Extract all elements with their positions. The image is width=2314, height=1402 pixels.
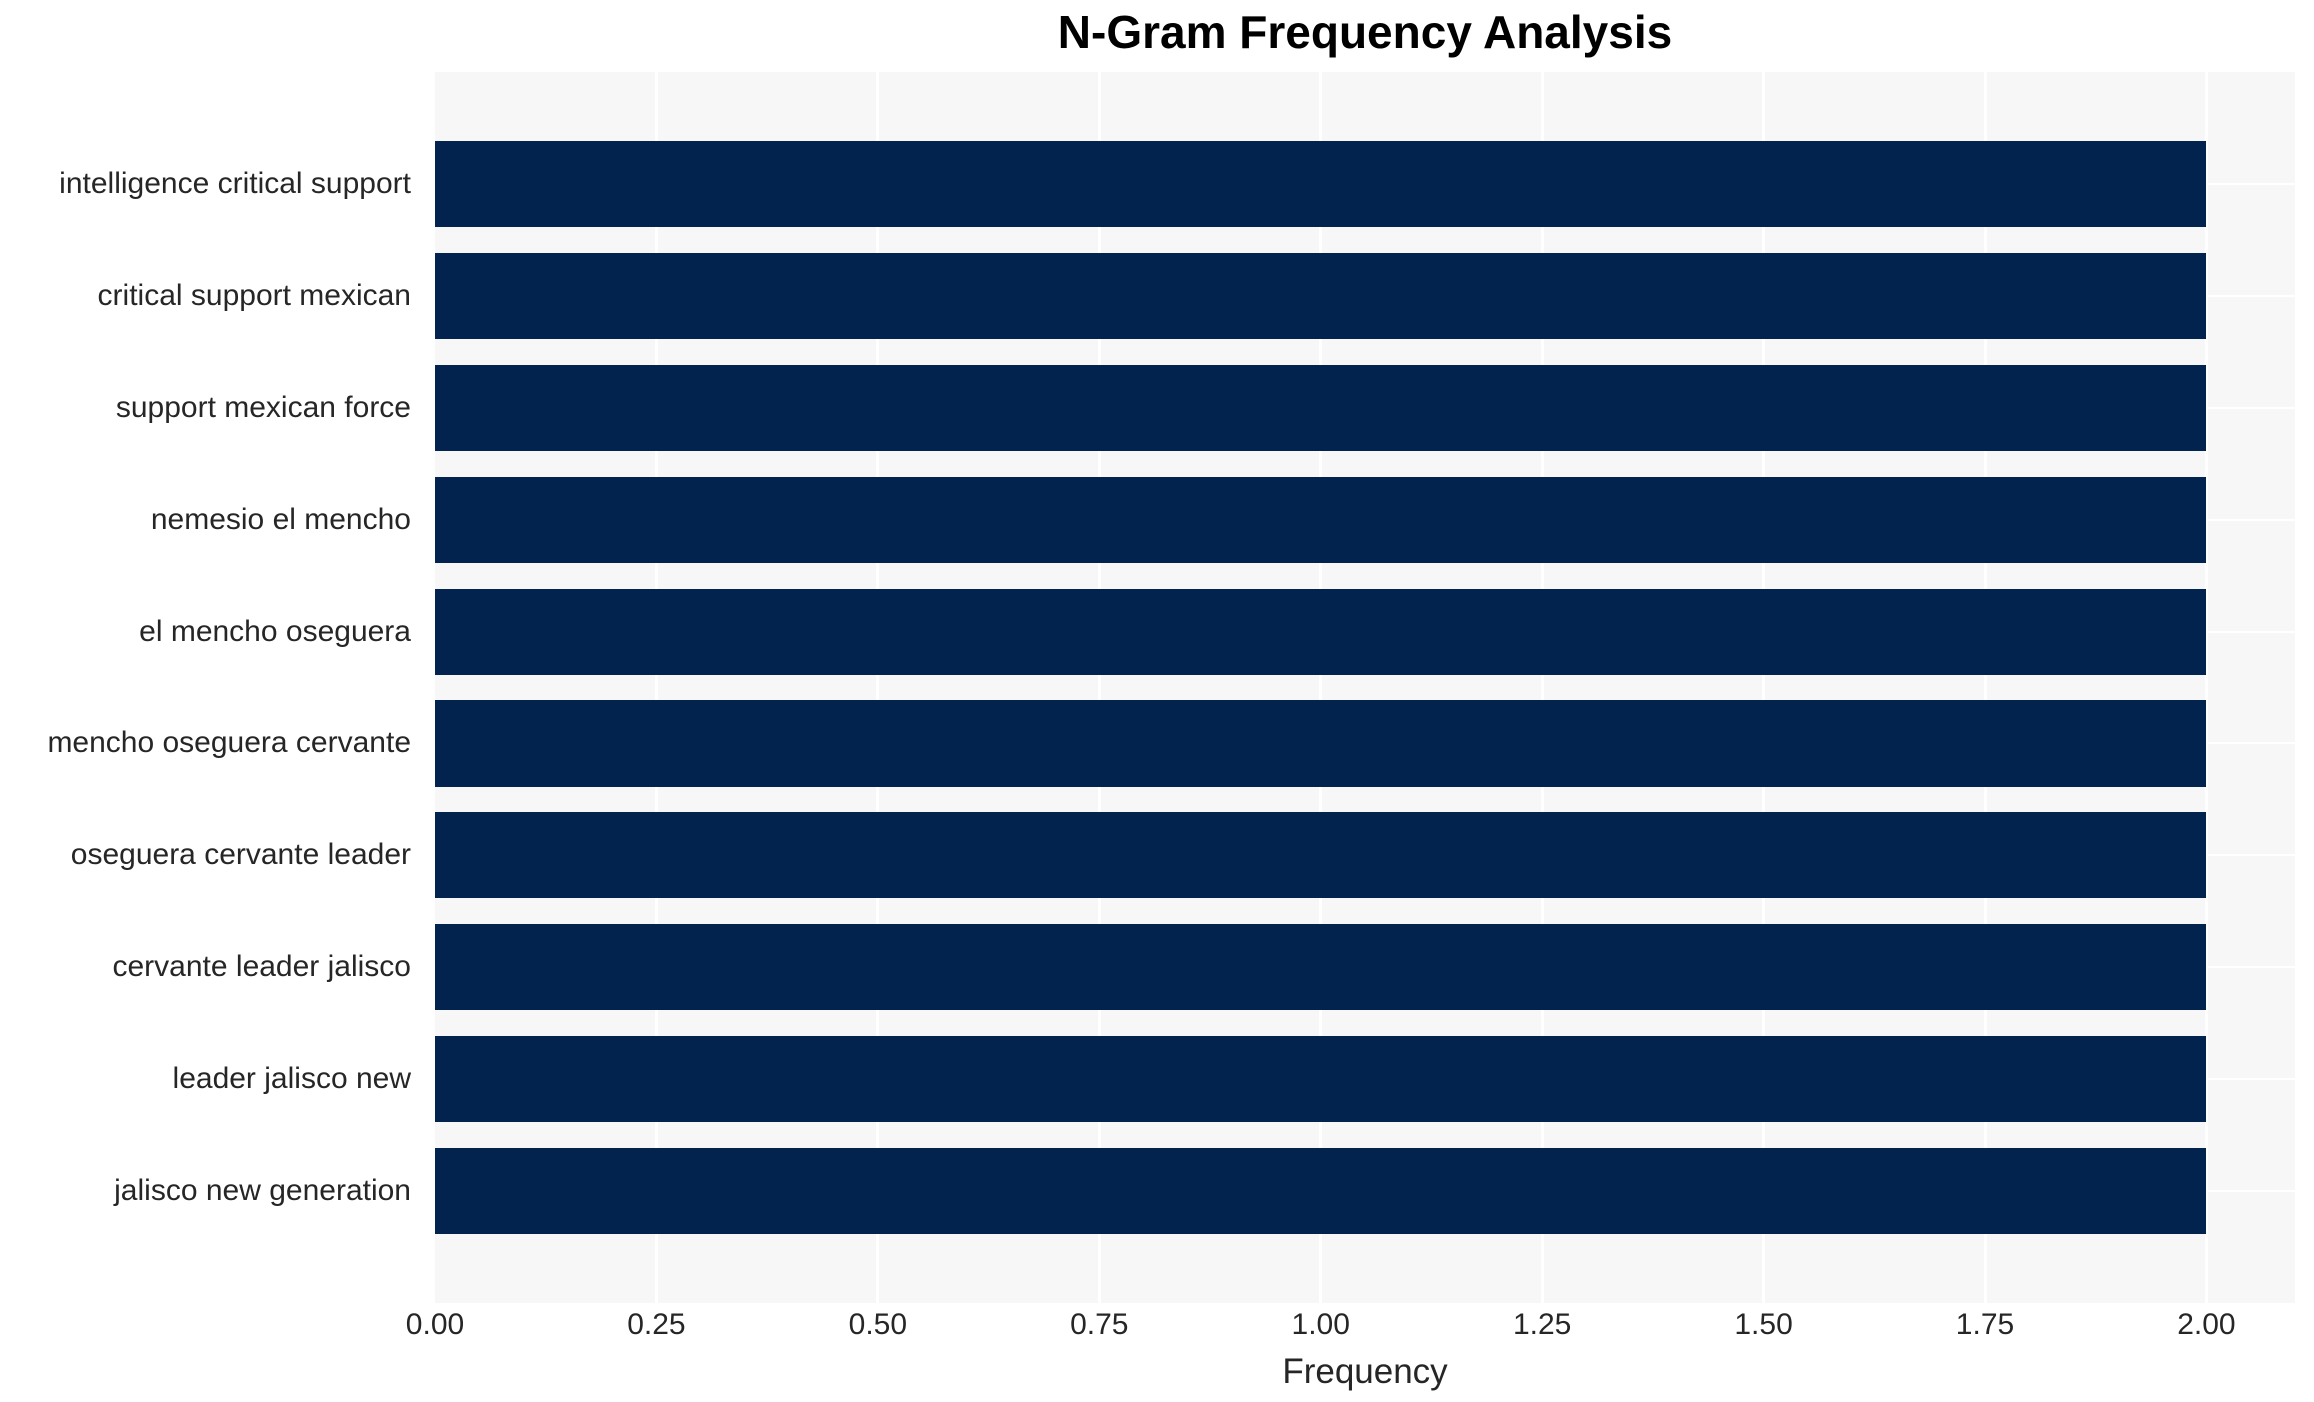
category-label: cervante leader jalisco <box>112 950 412 984</box>
frequency-bar <box>435 1036 2207 1123</box>
category-label: jalisco new generation <box>114 1174 411 1208</box>
frequency-bar <box>435 1148 2207 1235</box>
x-tick-label: 1.00 <box>1291 1308 1350 1341</box>
x-tick-label: 1.75 <box>1955 1308 2015 1341</box>
category-label: oseguera cervante leader <box>70 838 411 872</box>
frequency-bar <box>435 476 2207 563</box>
y-label-row: nemesio el mencho <box>0 464 423 576</box>
y-label-row: jalisco new generation <box>0 1135 423 1247</box>
y-label-row: support mexican force <box>0 352 423 464</box>
x-tick-label: 1.50 <box>1734 1308 1793 1341</box>
category-label: nemesio el mencho <box>150 502 411 536</box>
category-label: el mencho oseguera <box>139 614 411 648</box>
bar-row <box>435 1023 2295 1135</box>
vertical-gridline <box>1097 72 1101 1303</box>
y-label-row: intelligence critical support <box>0 128 423 240</box>
frequency-bar <box>435 140 2207 228</box>
bar-row <box>435 128 2295 240</box>
bar-series <box>435 128 2295 1247</box>
y-label-row: oseguera cervante leader <box>0 799 423 911</box>
y-label-row: el mencho oseguera <box>0 576 423 688</box>
plot-area <box>435 72 2295 1303</box>
bar-row <box>435 464 2295 576</box>
category-label: mencho oseguera cervante <box>47 726 411 760</box>
y-label-row: leader jalisco new <box>0 1023 423 1135</box>
bar-row <box>435 688 2295 800</box>
bar-row <box>435 799 2295 911</box>
vertical-gridline <box>876 72 880 1303</box>
vertical-gridline <box>1540 72 1544 1303</box>
vertical-gridline <box>1983 72 1987 1303</box>
x-axis-ticks: 0.00 0.25 0.50 0.75 1.00 1.25 1.50 1.75 2.00 <box>406 1308 2295 1346</box>
x-axis-label: Frequency <box>1282 1352 1448 1391</box>
x-tick-label: 0.25 <box>627 1308 686 1341</box>
x-tick-label: 2.00 <box>2177 1308 2236 1341</box>
x-tick-label: 0.50 <box>848 1308 908 1341</box>
frequency-bar <box>435 924 2207 1011</box>
chart-title: N-Gram Frequency Analysis <box>1057 6 1673 58</box>
category-label: intelligence critical support <box>59 166 411 200</box>
vertical-gridline <box>654 72 658 1303</box>
category-label: support mexican force <box>115 390 411 424</box>
frequency-bar <box>435 252 2207 339</box>
category-label: critical support mexican <box>97 278 411 312</box>
frequency-bar <box>435 588 2207 675</box>
y-axis-labels: intelligence critical support critical su… <box>0 72 423 1303</box>
y-label-row: mencho oseguera cervante <box>0 688 423 800</box>
frequency-bar <box>435 700 2207 787</box>
vertical-gridline <box>1762 72 1766 1303</box>
bar-row <box>435 240 2295 352</box>
frequency-bar <box>435 812 2207 899</box>
x-tick-label: 1.25 <box>1512 1308 1572 1341</box>
frequency-bar <box>435 364 2207 451</box>
x-tick-label: 0.00 <box>405 1308 465 1341</box>
y-label-row: cervante leader jalisco <box>0 911 423 1023</box>
bar-row <box>435 911 2295 1023</box>
y-label-row: critical support mexican <box>0 240 423 352</box>
bar-row <box>435 352 2295 464</box>
category-label: leader jalisco new <box>172 1062 411 1096</box>
bar-row <box>435 1135 2295 1247</box>
vertical-gridline <box>2204 72 2208 1303</box>
x-tick-label: 0.75 <box>1070 1308 1129 1341</box>
bar-row <box>435 576 2295 688</box>
vertical-gridline <box>1319 72 1323 1303</box>
